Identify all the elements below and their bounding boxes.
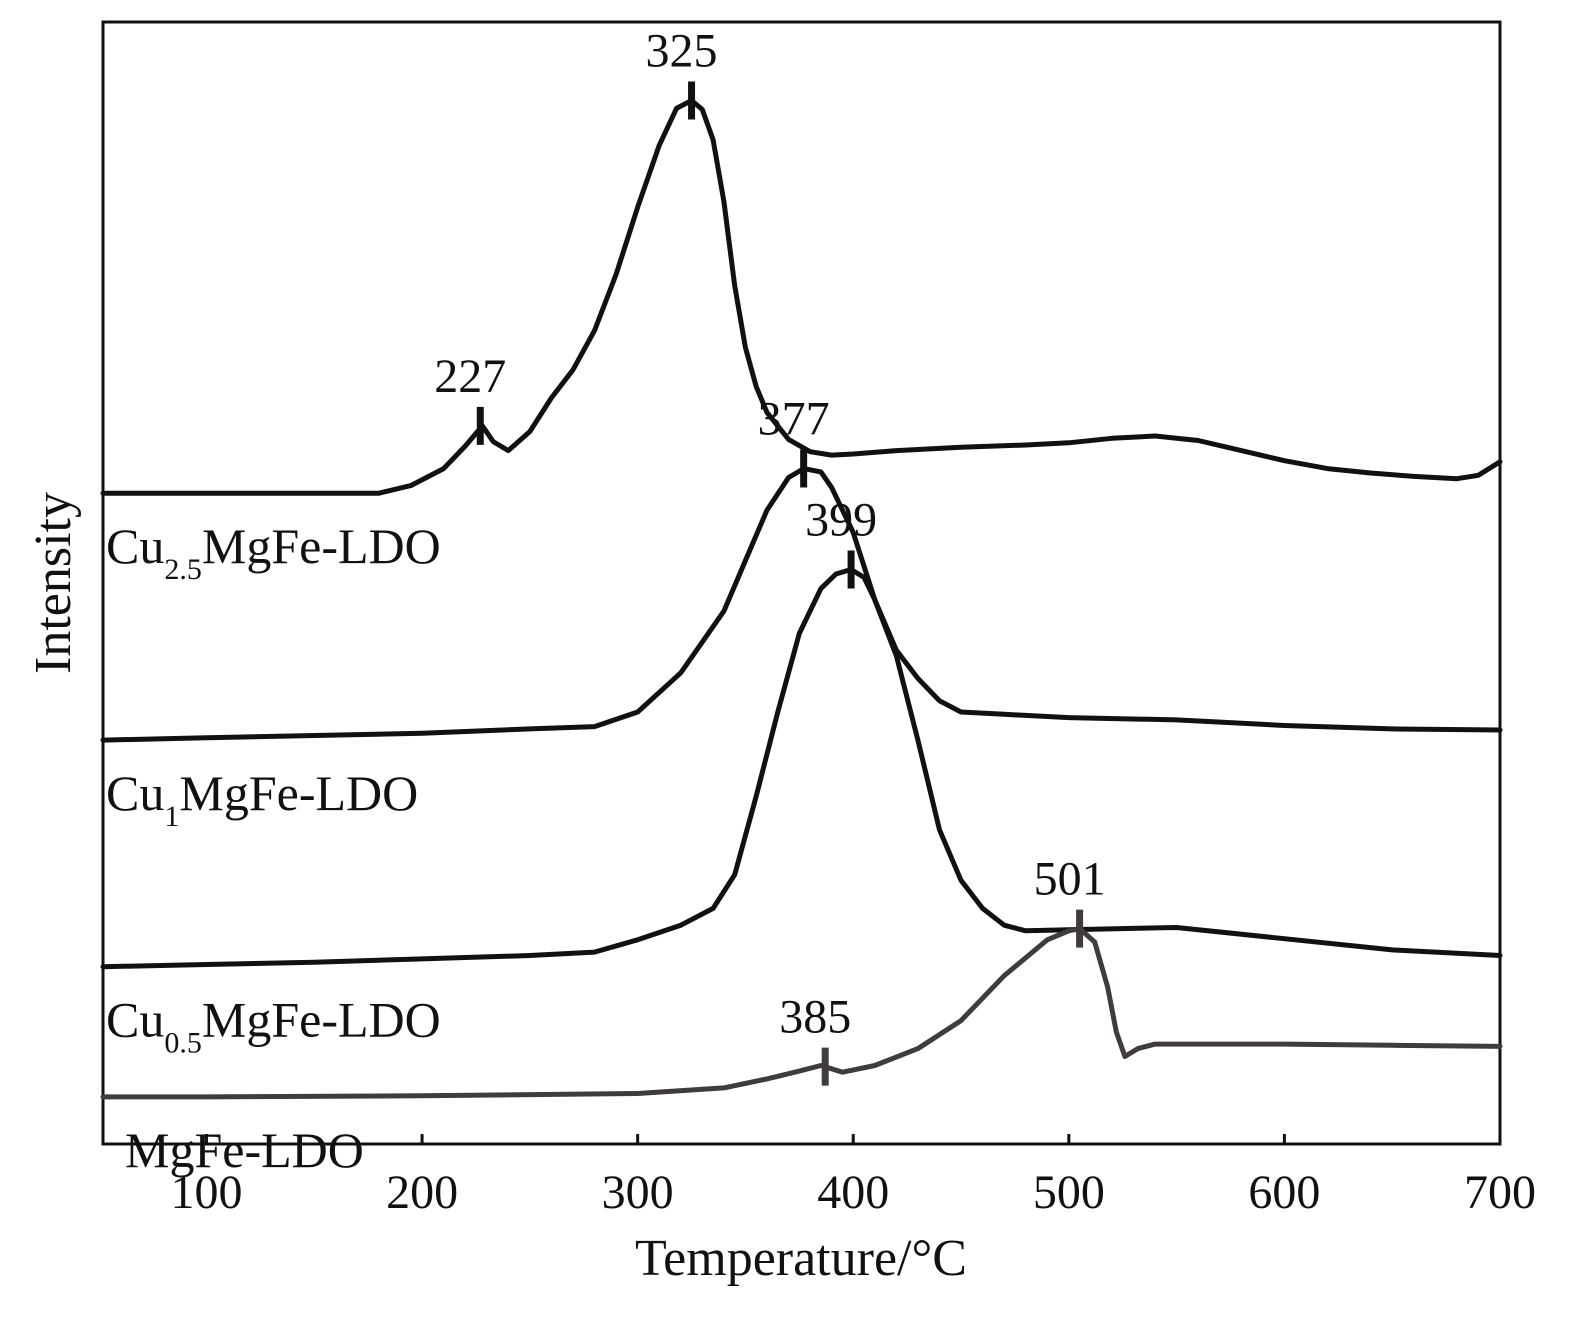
series-line-1 xyxy=(100,466,1503,743)
series-line-0 xyxy=(100,98,1503,496)
series-lines xyxy=(100,98,1503,1100)
series-label-3: MgFe-LDO xyxy=(125,1122,364,1178)
x-tick-label-600: 600 xyxy=(1248,1166,1320,1219)
x-tick-label-400: 400 xyxy=(817,1166,889,1219)
peak-label-385: 385 xyxy=(779,991,851,1044)
peak-annotations: 227 325 377 399 385 501 xyxy=(434,25,1106,1086)
y-axis-title: Intensity xyxy=(25,492,82,674)
peak-label-325: 325 xyxy=(646,25,718,78)
x-axis-title: Temperature/°C xyxy=(635,1230,967,1287)
series-label-0: Cu2.5MgFe-LDO xyxy=(106,518,441,586)
peak-label-377: 377 xyxy=(758,393,830,446)
series-labels: Cu2.5MgFe-LDO Cu1MgFe-LDO Cu0.5MgFe-LDO MgF… xyxy=(106,518,441,1178)
peak-label-501: 501 xyxy=(1034,853,1106,906)
series-line-2 xyxy=(100,567,1503,970)
series-line-3 xyxy=(100,926,1503,1100)
x-tick-label-100: 100 xyxy=(170,1166,242,1219)
x-ticks: 100 200 300 400 500 600 700 xyxy=(170,1134,1536,1219)
x-tick-label-200: 200 xyxy=(386,1166,458,1219)
x-tick-label-300: 300 xyxy=(602,1166,674,1219)
peak-label-399: 399 xyxy=(805,494,877,547)
series-label-2: Cu0.5MgFe-LDO xyxy=(106,992,441,1060)
x-tick-label-500: 500 xyxy=(1033,1166,1105,1219)
plot-frame xyxy=(101,20,1502,1146)
peak-label-227: 227 xyxy=(434,350,506,403)
x-tick-label-700: 700 xyxy=(1464,1166,1536,1219)
series-label-1: Cu1MgFe-LDO xyxy=(106,765,418,833)
